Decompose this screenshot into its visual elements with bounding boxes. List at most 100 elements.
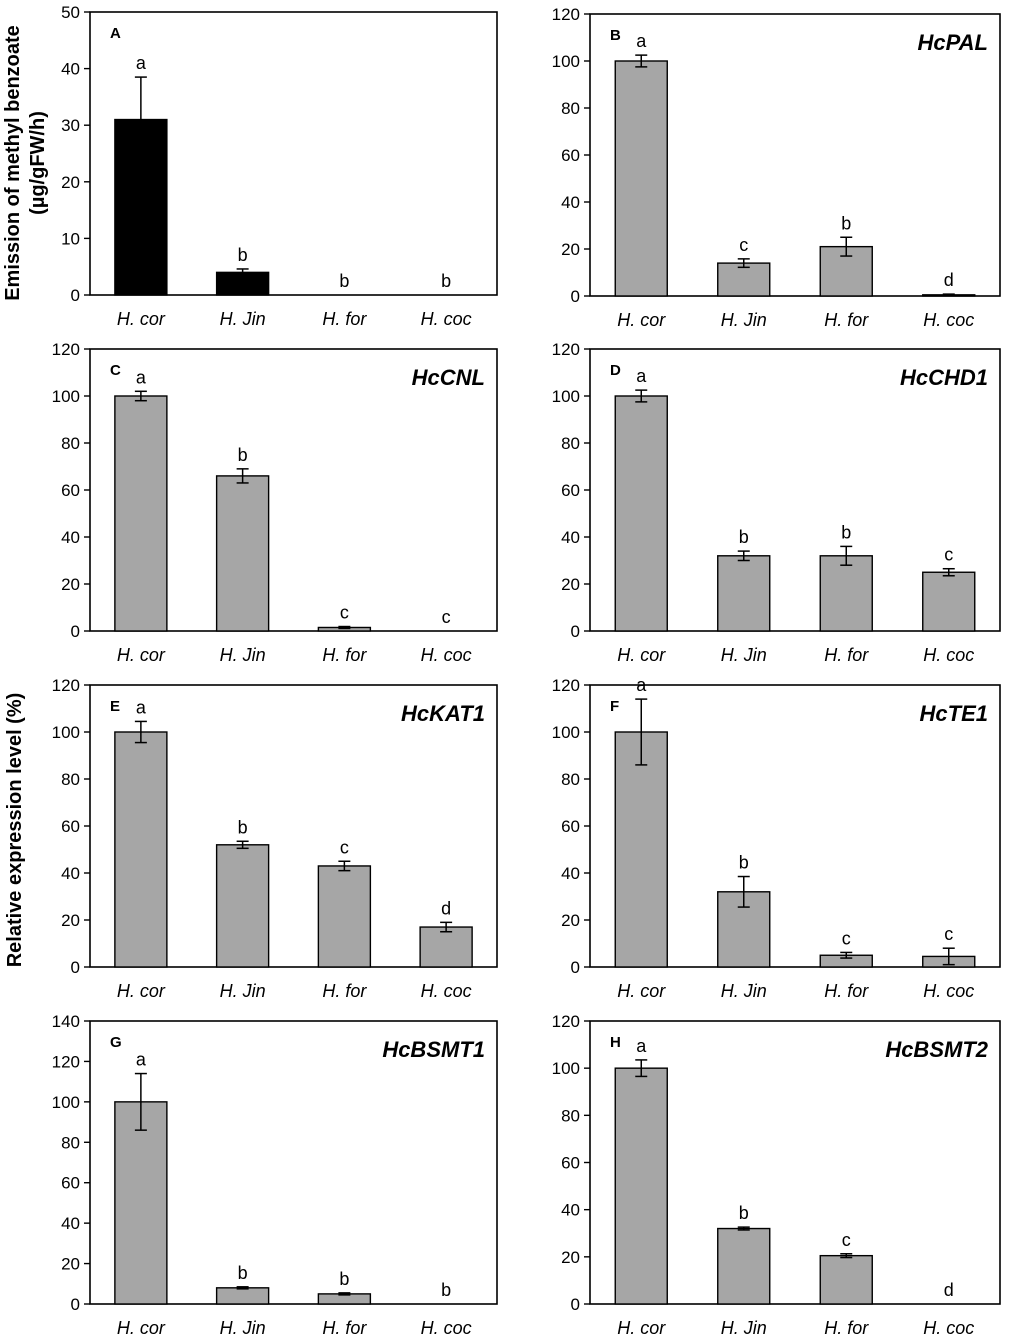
significance-letter: b — [238, 245, 248, 265]
significance-letter: c — [944, 924, 953, 944]
bar — [614, 731, 668, 968]
bar — [922, 571, 976, 632]
panel-label: A — [110, 25, 121, 42]
y-tick-label: 60 — [61, 817, 80, 836]
category-label: H. coc — [923, 310, 974, 330]
bar — [215, 1287, 270, 1305]
plot-frame — [89, 1020, 498, 1305]
category-label: H. for — [824, 981, 869, 1001]
gene-title: HcKAT1 — [401, 701, 485, 726]
category-label: H. coc — [923, 1318, 974, 1338]
panel-c: 0 20 40 60 80 100 120 a H. cor b H. Jin c H. for c H. … — [52, 340, 498, 665]
y-tick-label: 80 — [61, 1133, 80, 1152]
category-label: H. cor — [617, 645, 666, 665]
bar — [614, 60, 668, 297]
y-tick-label: 0 — [571, 622, 580, 641]
y-tick-label: 40 — [61, 60, 80, 79]
bar — [317, 865, 372, 968]
y-tick-label: 60 — [61, 481, 80, 500]
category-label: H. coc — [923, 645, 974, 665]
category-label: H. for — [322, 645, 367, 665]
y-tick-label: 40 — [61, 528, 80, 547]
y-tick-label: 60 — [561, 146, 580, 165]
gene-title: HcPAL — [918, 30, 989, 55]
category-label: H. cor — [117, 645, 166, 665]
panel-label: C — [110, 362, 121, 379]
y-tick-label: 140 — [52, 1012, 80, 1031]
y-tick-label: 100 — [52, 387, 80, 406]
y-tick-label: 100 — [52, 723, 80, 742]
y-tick-label: 20 — [61, 1255, 80, 1274]
category-label: H. for — [322, 309, 367, 329]
y-tick-label: 0 — [571, 958, 580, 977]
y-tick-label: 20 — [561, 240, 580, 259]
panel-label: E — [110, 698, 120, 715]
significance-letter: b — [739, 1203, 749, 1223]
significance-letter: a — [136, 697, 147, 717]
bar — [614, 395, 668, 632]
category-label: H. for — [824, 645, 869, 665]
bar — [717, 1227, 771, 1305]
category-label: H. cor — [117, 981, 166, 1001]
gene-title: HcBSMT1 — [382, 1037, 485, 1062]
y-tick-label: 20 — [561, 911, 580, 930]
significance-letter: b — [841, 522, 851, 542]
y-tick-label: 0 — [71, 958, 80, 977]
category-label: H. Jin — [220, 1318, 266, 1338]
category-label: H. coc — [421, 645, 472, 665]
significance-letter: b — [238, 445, 248, 465]
y-tick-label: 80 — [61, 770, 80, 789]
bar — [114, 395, 168, 632]
y-tick-label: 80 — [561, 434, 580, 453]
y-axis-label-emission: Emission of methyl benzoate — [2, 25, 24, 301]
y-tick-label: 120 — [52, 340, 80, 359]
significance-letter: b — [441, 271, 451, 291]
significance-letter: c — [739, 235, 748, 255]
y-tick-label: 120 — [552, 676, 580, 695]
category-label: H. cor — [617, 310, 666, 330]
y-tick-label: 100 — [52, 1093, 80, 1112]
gene-title: HcCHD1 — [900, 365, 988, 390]
panel-b: 0 20 40 60 80 100 120 a H. cor c H. Jin b H. for d H. … — [552, 5, 1001, 330]
panel-label: G — [110, 1034, 122, 1051]
significance-letter: a — [636, 366, 647, 386]
panel-label: F — [610, 698, 619, 715]
gene-title: HcCNL — [412, 365, 485, 390]
significance-letter: b — [238, 817, 248, 837]
significance-letter: b — [841, 213, 851, 233]
plot-frame — [89, 11, 498, 296]
significance-letter: a — [136, 1050, 147, 1070]
category-label: H. for — [824, 1318, 869, 1338]
significance-letter: a — [136, 367, 147, 387]
category-label: H. cor — [117, 1318, 166, 1338]
y-tick-label: 20 — [61, 911, 80, 930]
bar — [717, 262, 771, 297]
category-label: H. coc — [923, 981, 974, 1001]
category-label: H. coc — [421, 309, 472, 329]
category-label: H. Jin — [220, 309, 266, 329]
y-tick-label: 80 — [561, 770, 580, 789]
significance-letter: b — [238, 1263, 248, 1283]
y-tick-label: 60 — [561, 1154, 580, 1173]
y-tick-label: 20 — [561, 575, 580, 594]
significance-letter: a — [636, 675, 647, 695]
bar — [215, 844, 270, 968]
category-label: H. for — [824, 310, 869, 330]
panel-d: 0 20 40 60 80 100 120 a H. cor b H. Jin b H. for c H. … — [552, 340, 1001, 665]
significance-letter: a — [636, 1036, 647, 1056]
significance-letter: a — [136, 53, 147, 73]
y-tick-label: 40 — [561, 193, 580, 212]
y-tick-label: 20 — [61, 173, 80, 192]
category-label: H. Jin — [721, 981, 767, 1001]
y-tick-label: 0 — [571, 1295, 580, 1314]
y-axis-label-relative-expression: Relative expression level (%) — [4, 693, 26, 968]
y-tick-label: 100 — [552, 1059, 580, 1078]
panel-label: B — [610, 27, 621, 44]
y-tick-label: 120 — [552, 1012, 580, 1031]
y-tick-label: 60 — [561, 817, 580, 836]
category-label: H. Jin — [721, 645, 767, 665]
y-tick-label: 10 — [61, 229, 80, 248]
panel-a: 0 10 20 30 40 50 a H. cor b H. Jin b H. for b H. coc A — [61, 3, 498, 329]
y-tick-label: 80 — [561, 99, 580, 118]
y-tick-label: 120 — [52, 1052, 80, 1071]
